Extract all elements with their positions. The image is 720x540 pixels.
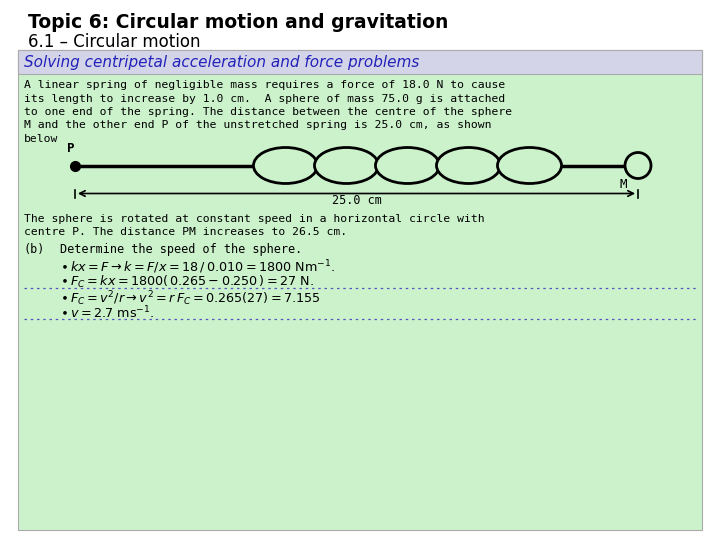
- Text: below: below: [24, 134, 58, 144]
- Text: P: P: [67, 143, 74, 156]
- Text: $\bullet\,kx = F \rightarrow k = F/x = 18\,/\,0.010 = 1800\ \mathrm{Nm}^{-1}.$: $\bullet\,kx = F \rightarrow k = F/x = 1…: [60, 259, 336, 276]
- Text: its length to increase by 1.0 cm.  A sphere of mass 75.0 g is attached: its length to increase by 1.0 cm. A sphe…: [24, 93, 505, 104]
- Text: M: M: [620, 178, 628, 191]
- Ellipse shape: [253, 147, 318, 184]
- Text: The sphere is rotated at constant speed in a horizontal circle with: The sphere is rotated at constant speed …: [24, 213, 485, 224]
- Text: $\bullet\,v = 2.7\ \mathrm{ms}^{-1}.$: $\bullet\,v = 2.7\ \mathrm{ms}^{-1}.$: [60, 305, 154, 321]
- Bar: [18, 50, 702, 74]
- Circle shape: [625, 152, 651, 179]
- Text: 6.1 – Circular motion: 6.1 – Circular motion: [28, 33, 200, 51]
- Text: A linear spring of negligible mass requires a force of 18.0 N to cause: A linear spring of negligible mass requi…: [24, 80, 505, 90]
- Text: M and the other end P of the unstretched spring is 25.0 cm, as shown: M and the other end P of the unstretched…: [24, 120, 492, 131]
- Text: 25.0 cm: 25.0 cm: [332, 194, 382, 207]
- Text: $\bullet\,F_C = v^2/r \rightarrow v^2 = r\,F_C = 0.265(27) = 7.155$: $\bullet\,F_C = v^2/r \rightarrow v^2 = …: [60, 289, 320, 308]
- Ellipse shape: [436, 147, 500, 184]
- Text: Topic 6: Circular motion and gravitation: Topic 6: Circular motion and gravitation: [28, 13, 449, 32]
- Text: Determine the speed of the sphere.: Determine the speed of the sphere.: [60, 244, 302, 256]
- Text: $\bullet\,F_C = kx = 1800(\,0.265 - 0.250\,) = 27\ \mathrm{N}.$: $\bullet\,F_C = kx = 1800(\,0.265 - 0.25…: [60, 273, 314, 289]
- Text: to one end of the spring. The distance between the centre of the sphere: to one end of the spring. The distance b…: [24, 107, 512, 117]
- Text: centre P. The distance PM increases to 26.5 cm.: centre P. The distance PM increases to 2…: [24, 227, 347, 237]
- Ellipse shape: [375, 147, 439, 184]
- Ellipse shape: [315, 147, 379, 184]
- Ellipse shape: [498, 147, 562, 184]
- Text: Solving centripetal acceleration and force problems: Solving centripetal acceleration and for…: [24, 55, 419, 70]
- Text: (b): (b): [24, 244, 45, 256]
- Bar: [18, 50, 702, 530]
